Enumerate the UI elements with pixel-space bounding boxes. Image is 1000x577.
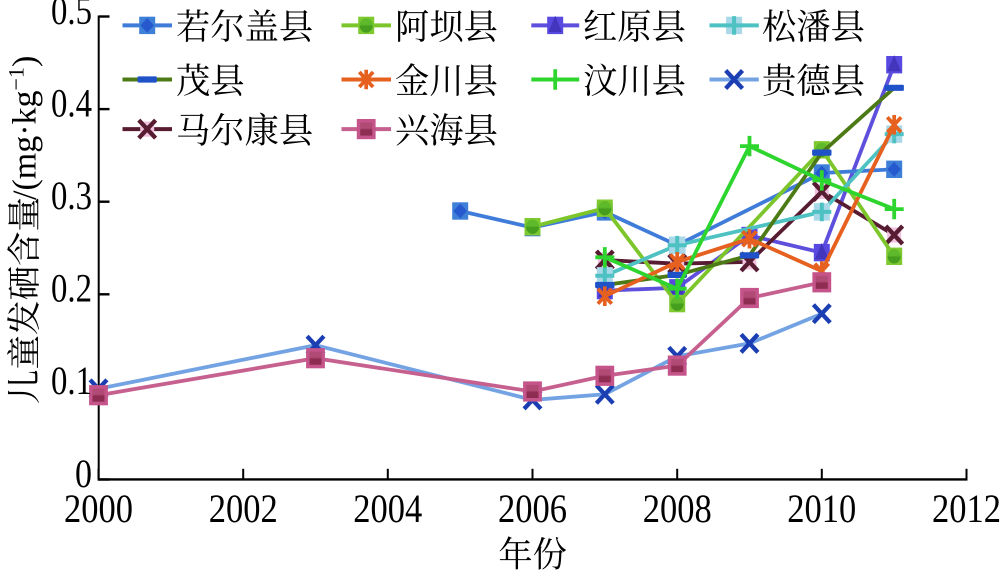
svg-text:0.4: 0.4 xyxy=(51,80,92,125)
svg-text:0.1: 0.1 xyxy=(51,358,92,403)
svg-text:0.2: 0.2 xyxy=(51,266,92,311)
svg-text:2004: 2004 xyxy=(353,486,422,531)
svg-text:2010: 2010 xyxy=(787,486,856,531)
svg-text:2006: 2006 xyxy=(498,486,567,531)
svg-text:2012: 2012 xyxy=(932,486,1000,531)
svg-text:2002: 2002 xyxy=(209,486,278,531)
svg-text:2000: 2000 xyxy=(64,486,133,531)
svg-text:0.3: 0.3 xyxy=(51,173,92,218)
svg-text:0.5: 0.5 xyxy=(51,0,92,33)
svg-text:0: 0 xyxy=(75,451,92,496)
svg-text:/(mg·kg−1): /(mg·kg−1) xyxy=(4,56,44,200)
svg-text:2008: 2008 xyxy=(643,486,712,531)
